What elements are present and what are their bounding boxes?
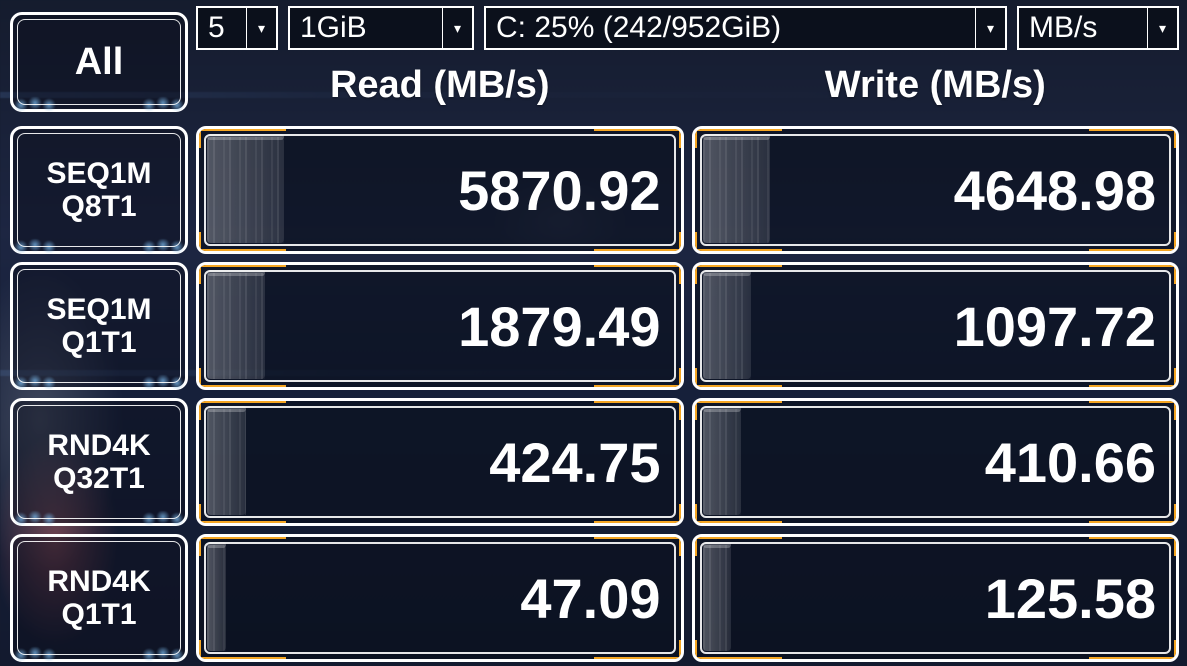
write-result-cell: 1097.72 (692, 262, 1180, 390)
cloud-deco-icon (11, 375, 59, 389)
test-name-line2: Q32T1 (53, 462, 145, 495)
column-header-read: Read (MB/s) (196, 54, 684, 114)
drive-dropdown[interactable]: C: 25% (242/952GiB) (484, 6, 1007, 50)
progress-fill (703, 545, 732, 651)
unit-value: MB/s (1029, 11, 1097, 45)
write-value: 125.58 (985, 566, 1156, 631)
read-value: 1879.49 (458, 294, 660, 359)
write-value: 4648.98 (954, 158, 1156, 223)
test-count-dropdown[interactable]: 5 (196, 6, 278, 50)
test-name-line2: Q8T1 (61, 190, 136, 223)
progress-fill (703, 273, 751, 379)
run-test-button[interactable]: RND4KQ32T1 (10, 398, 188, 526)
run-all-label: All (75, 41, 124, 84)
cloud-deco-icon (11, 239, 59, 253)
unit-dropdown[interactable]: MB/s (1017, 6, 1179, 50)
test-size-value: 1GiB (300, 11, 367, 45)
test-count-value: 5 (208, 11, 225, 45)
progress-fill (703, 137, 770, 243)
chevron-down-icon (975, 8, 1005, 48)
chevron-down-icon (1147, 8, 1177, 48)
config-bar: 5 1GiB C: 25% (242/952GiB) MB/s (196, 6, 1179, 52)
progress-fill (207, 273, 265, 379)
cloud-deco-icon (139, 647, 187, 661)
write-result-cell: 125.58 (692, 534, 1180, 662)
cloud-deco-icon (139, 375, 187, 389)
test-name-line2: Q1T1 (61, 326, 136, 359)
write-value: 1097.72 (954, 294, 1156, 359)
drive-value: C: 25% (242/952GiB) (496, 11, 781, 45)
run-all-button[interactable]: All (10, 12, 188, 112)
test-name-line2: Q1T1 (61, 598, 136, 631)
chevron-down-icon (246, 8, 276, 48)
read-value: 47.09 (520, 566, 660, 631)
cloud-deco-icon (139, 239, 187, 253)
write-value: 410.66 (985, 430, 1156, 495)
read-value: 5870.92 (458, 158, 660, 223)
read-result-cell: 47.09 (196, 534, 684, 662)
progress-fill (207, 137, 284, 243)
write-result-cell: 410.66 (692, 398, 1180, 526)
progress-fill (207, 545, 226, 651)
test-name-line1: RND4K (47, 429, 150, 462)
chevron-down-icon (442, 8, 472, 48)
cloud-deco-icon (139, 511, 187, 525)
cloud-deco-icon (11, 511, 59, 525)
run-test-button[interactable]: RND4KQ1T1 (10, 534, 188, 662)
test-name-line1: SEQ1M (46, 157, 151, 190)
read-result-cell: 1879.49 (196, 262, 684, 390)
progress-fill (703, 409, 742, 515)
cloud-deco-icon (11, 647, 59, 661)
write-result-cell: 4648.98 (692, 126, 1180, 254)
cloud-deco-icon (139, 97, 187, 111)
read-result-cell: 5870.92 (196, 126, 684, 254)
column-header-write: Write (MB/s) (692, 54, 1180, 114)
run-test-button[interactable]: SEQ1MQ1T1 (10, 262, 188, 390)
progress-fill (207, 409, 246, 515)
cloud-deco-icon (11, 97, 59, 111)
read-value: 424.75 (489, 430, 660, 495)
test-size-dropdown[interactable]: 1GiB (288, 6, 474, 50)
read-result-cell: 424.75 (196, 398, 684, 526)
run-test-button[interactable]: SEQ1MQ8T1 (10, 126, 188, 254)
test-name-line1: RND4K (47, 565, 150, 598)
test-name-line1: SEQ1M (46, 293, 151, 326)
